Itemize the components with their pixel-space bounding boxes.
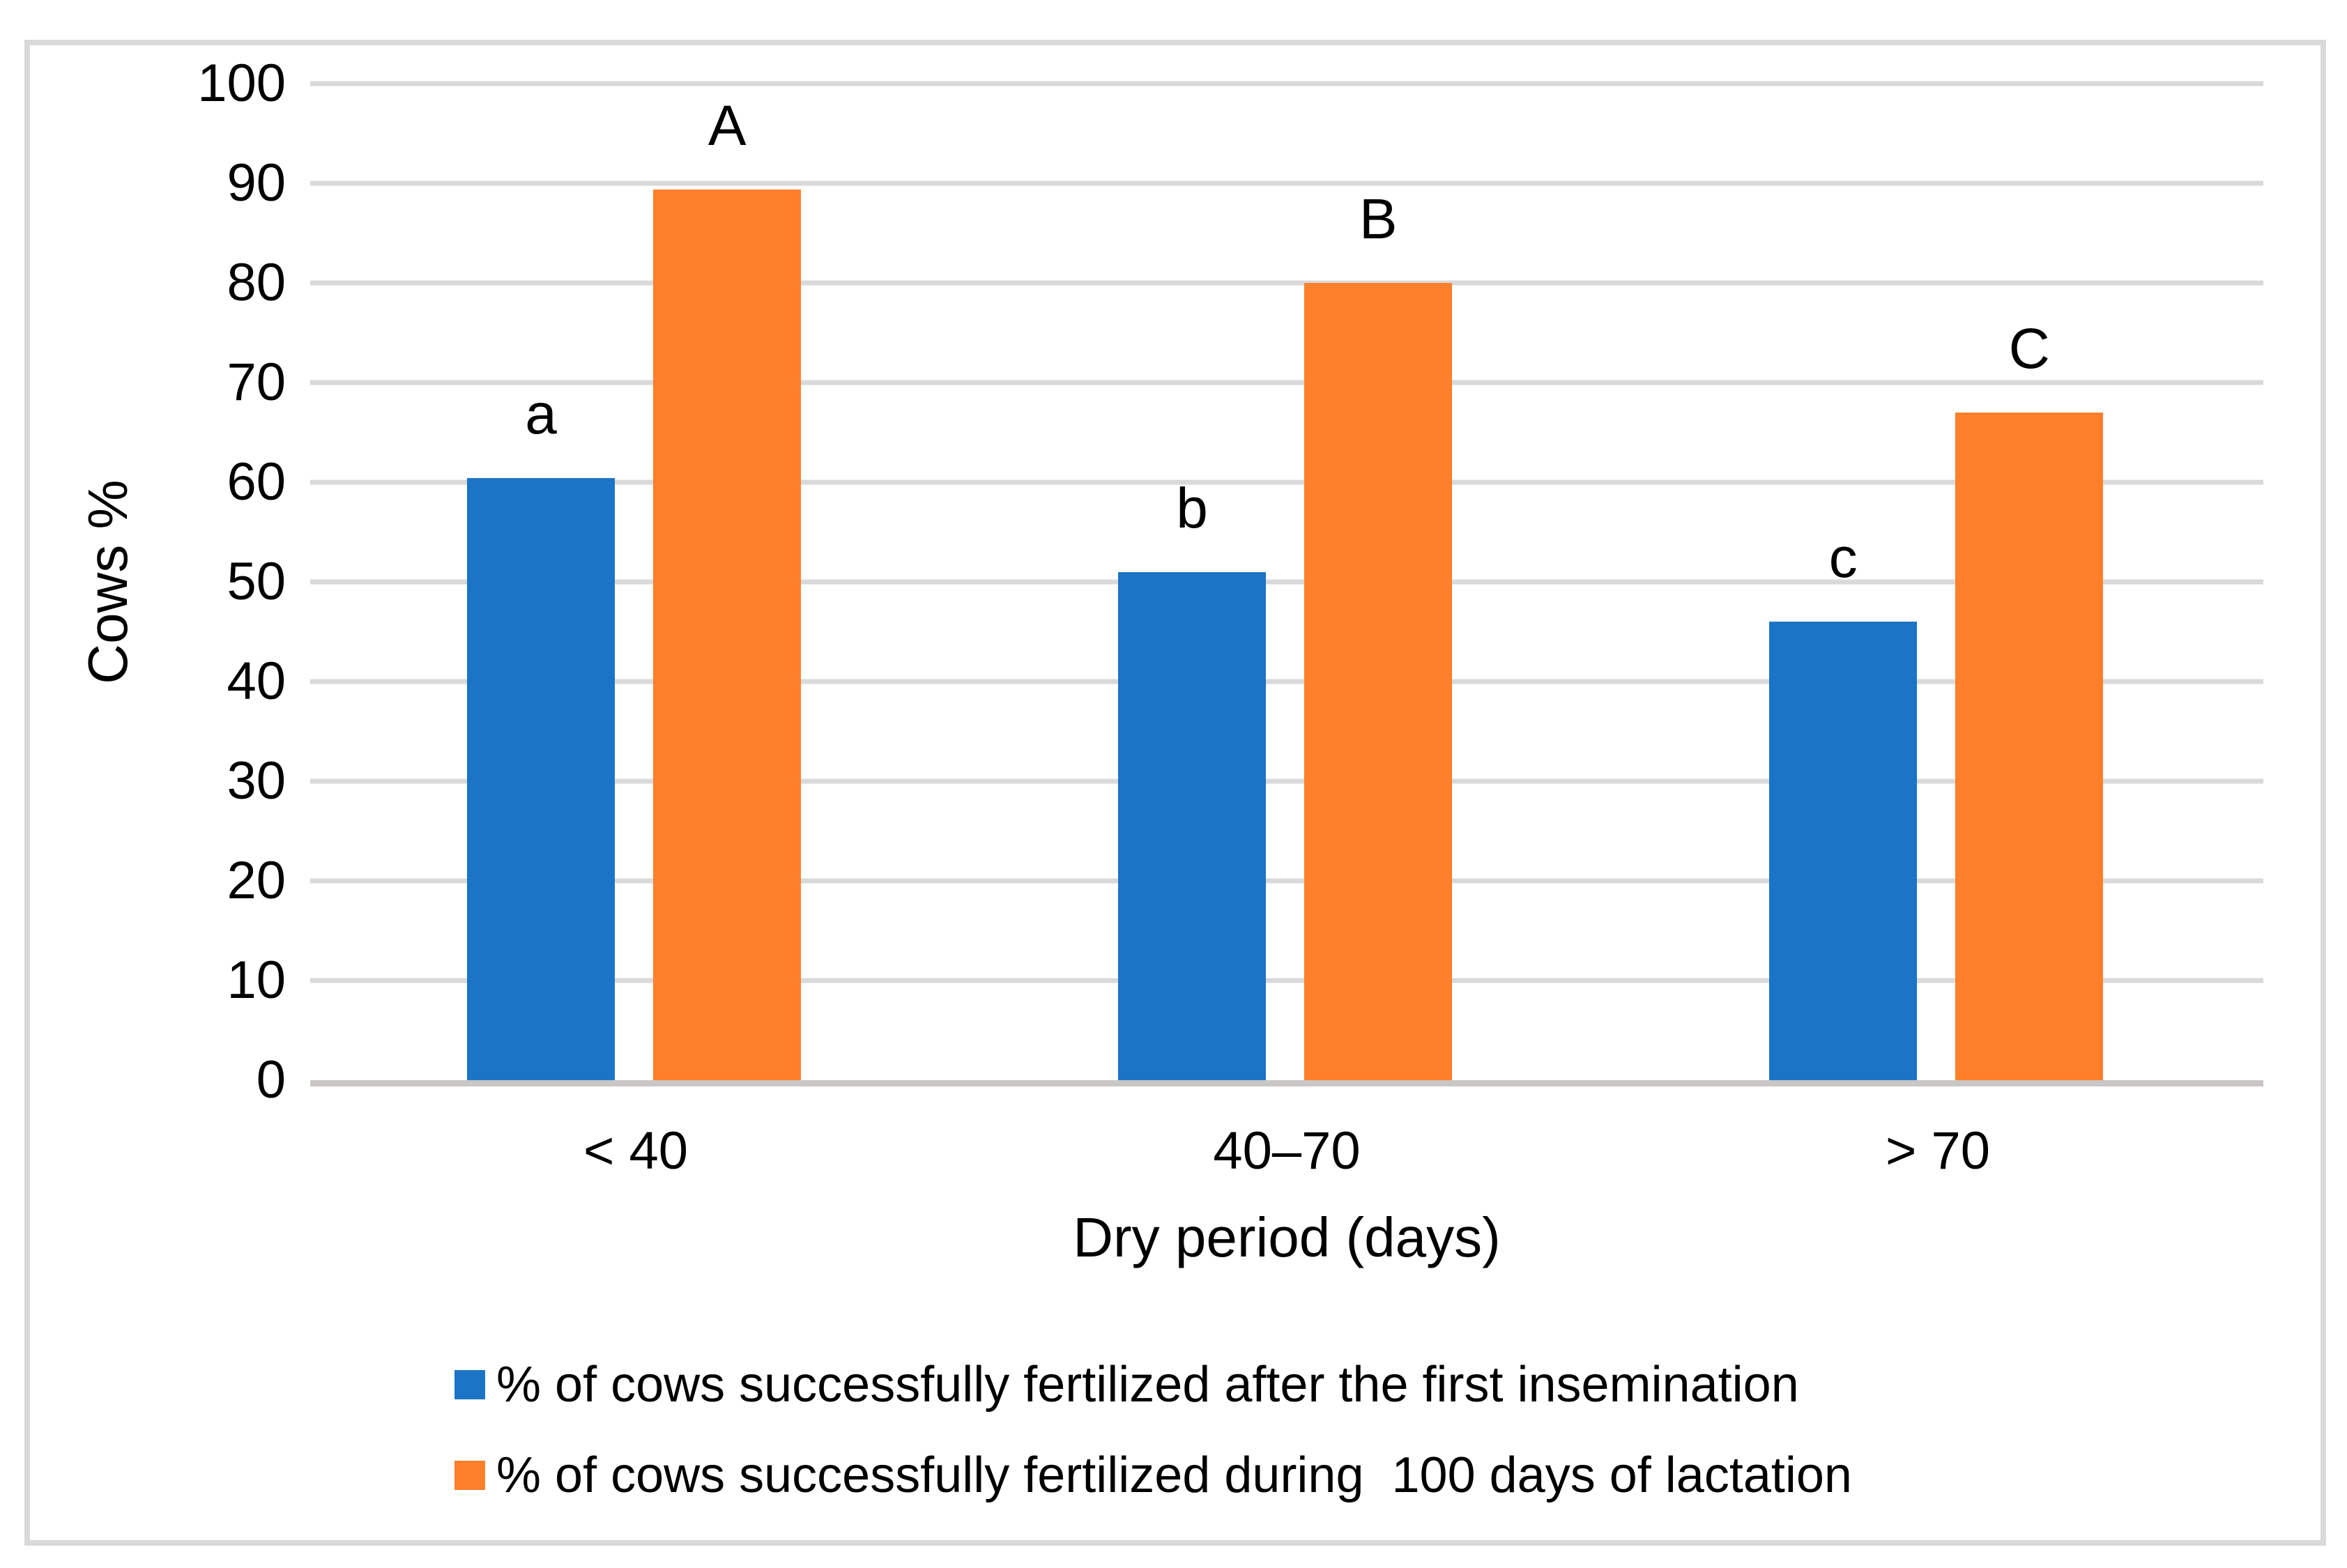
y-tick-label: 90 bbox=[227, 153, 286, 213]
legend-label: % of cows successfully fertilized during… bbox=[496, 1447, 1852, 1503]
x-axis-labels: < 40 40–70 > 70 bbox=[310, 1116, 2263, 1186]
bar-significance-label: B bbox=[1359, 187, 1398, 251]
bar-significance-label: A bbox=[708, 93, 747, 157]
y-tick-label: 30 bbox=[227, 751, 286, 810]
y-axis-labels: 0 10 20 30 40 50 60 70 80 90 100 bbox=[84, 57, 286, 1107]
bar bbox=[1769, 622, 1918, 1080]
y-tick-label: 40 bbox=[227, 652, 286, 711]
x-tick-label: > 70 bbox=[1885, 1121, 1991, 1181]
gridline bbox=[310, 878, 2263, 884]
gridline bbox=[310, 280, 2263, 286]
x-tick-label: < 40 bbox=[583, 1121, 689, 1181]
bar bbox=[1304, 283, 1453, 1080]
gridline bbox=[310, 180, 2263, 186]
legend-item-100-days-lactation: % of cows successfully fertilized during… bbox=[454, 1444, 1852, 1507]
bar-significance-label: C bbox=[2008, 316, 2050, 381]
legend-swatch-blue bbox=[454, 1370, 485, 1399]
bar bbox=[653, 189, 802, 1080]
gridline bbox=[310, 679, 2263, 684]
legend-item-first-insemination: % of cows successfully fertilized after … bbox=[454, 1353, 1852, 1416]
y-tick-label: 50 bbox=[227, 552, 286, 611]
x-axis-baseline bbox=[310, 1080, 2263, 1086]
y-tick-label: 20 bbox=[227, 851, 286, 910]
bar bbox=[1118, 571, 1267, 1080]
y-tick-label: 80 bbox=[227, 253, 286, 312]
gridline bbox=[310, 978, 2263, 983]
bar-significance-label: a bbox=[525, 383, 557, 447]
x-tick-label: 40–70 bbox=[1213, 1121, 1361, 1181]
gridline bbox=[310, 380, 2263, 385]
bar bbox=[1955, 412, 2104, 1080]
bar bbox=[467, 478, 616, 1080]
gridline bbox=[310, 778, 2263, 784]
bar-significance-label: c bbox=[1828, 526, 1858, 590]
bar-significance-label: b bbox=[1176, 476, 1208, 540]
y-tick-label: 60 bbox=[227, 452, 286, 512]
gridline bbox=[310, 479, 2263, 485]
y-tick-label: 0 bbox=[256, 1050, 286, 1109]
legend: % of cows successfully fertilized after … bbox=[454, 1353, 1852, 1535]
legend-label: % of cows successfully fertilized after … bbox=[496, 1357, 1799, 1413]
y-tick-label: 70 bbox=[227, 353, 286, 412]
x-axis-title: Dry period (days) bbox=[1073, 1206, 1501, 1268]
gridline bbox=[310, 579, 2263, 585]
y-tick-label: 100 bbox=[197, 54, 286, 113]
gridline bbox=[310, 81, 2263, 86]
y-tick-label: 10 bbox=[227, 951, 286, 1010]
legend-swatch-orange bbox=[454, 1461, 485, 1490]
